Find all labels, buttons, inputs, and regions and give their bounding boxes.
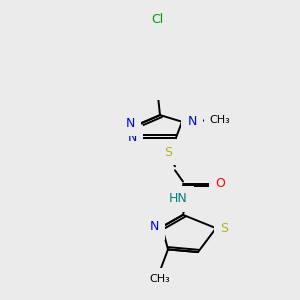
Text: HN: HN <box>169 192 188 206</box>
Text: N: N <box>149 220 159 233</box>
Text: N: N <box>127 131 137 144</box>
Text: S: S <box>164 146 172 159</box>
Text: CH₃: CH₃ <box>210 116 230 125</box>
Text: O: O <box>215 177 225 190</box>
Text: S: S <box>220 222 228 235</box>
Text: N: N <box>187 115 197 128</box>
Text: N: N <box>125 117 135 130</box>
Text: Cl: Cl <box>151 13 163 26</box>
Text: CH₃: CH₃ <box>150 274 170 284</box>
